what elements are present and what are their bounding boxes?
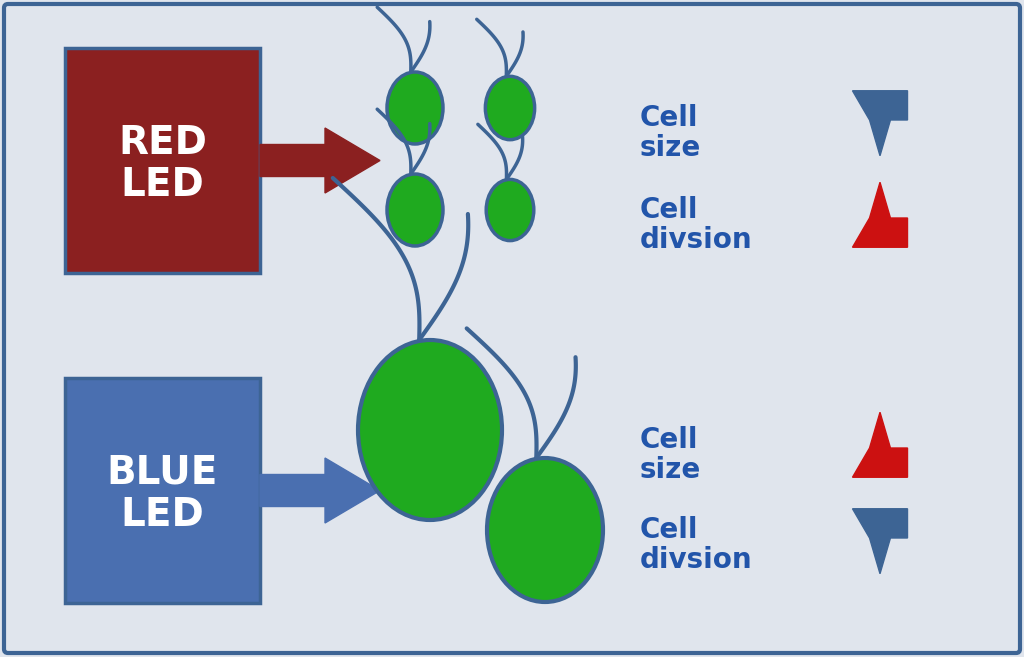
Ellipse shape (387, 174, 443, 246)
Text: divsion: divsion (640, 546, 753, 574)
Text: Cell: Cell (640, 104, 698, 132)
Ellipse shape (387, 72, 443, 144)
Polygon shape (260, 458, 380, 523)
Text: BLUE: BLUE (106, 453, 218, 491)
Text: Cell: Cell (640, 516, 698, 544)
Ellipse shape (487, 458, 603, 602)
Ellipse shape (486, 179, 534, 240)
Text: LED: LED (121, 166, 205, 204)
Text: RED: RED (118, 124, 207, 162)
Text: divsion: divsion (640, 226, 753, 254)
Text: Cell: Cell (640, 426, 698, 454)
Polygon shape (853, 182, 907, 247)
Text: LED: LED (121, 497, 205, 535)
Ellipse shape (485, 76, 535, 140)
Ellipse shape (358, 340, 502, 520)
Polygon shape (853, 509, 907, 574)
FancyBboxPatch shape (65, 48, 260, 273)
FancyBboxPatch shape (4, 4, 1020, 653)
Text: size: size (640, 134, 701, 162)
Text: Cell: Cell (640, 196, 698, 224)
Polygon shape (260, 128, 380, 193)
Polygon shape (853, 91, 907, 156)
FancyBboxPatch shape (65, 378, 260, 603)
Polygon shape (853, 412, 907, 477)
Text: size: size (640, 456, 701, 484)
